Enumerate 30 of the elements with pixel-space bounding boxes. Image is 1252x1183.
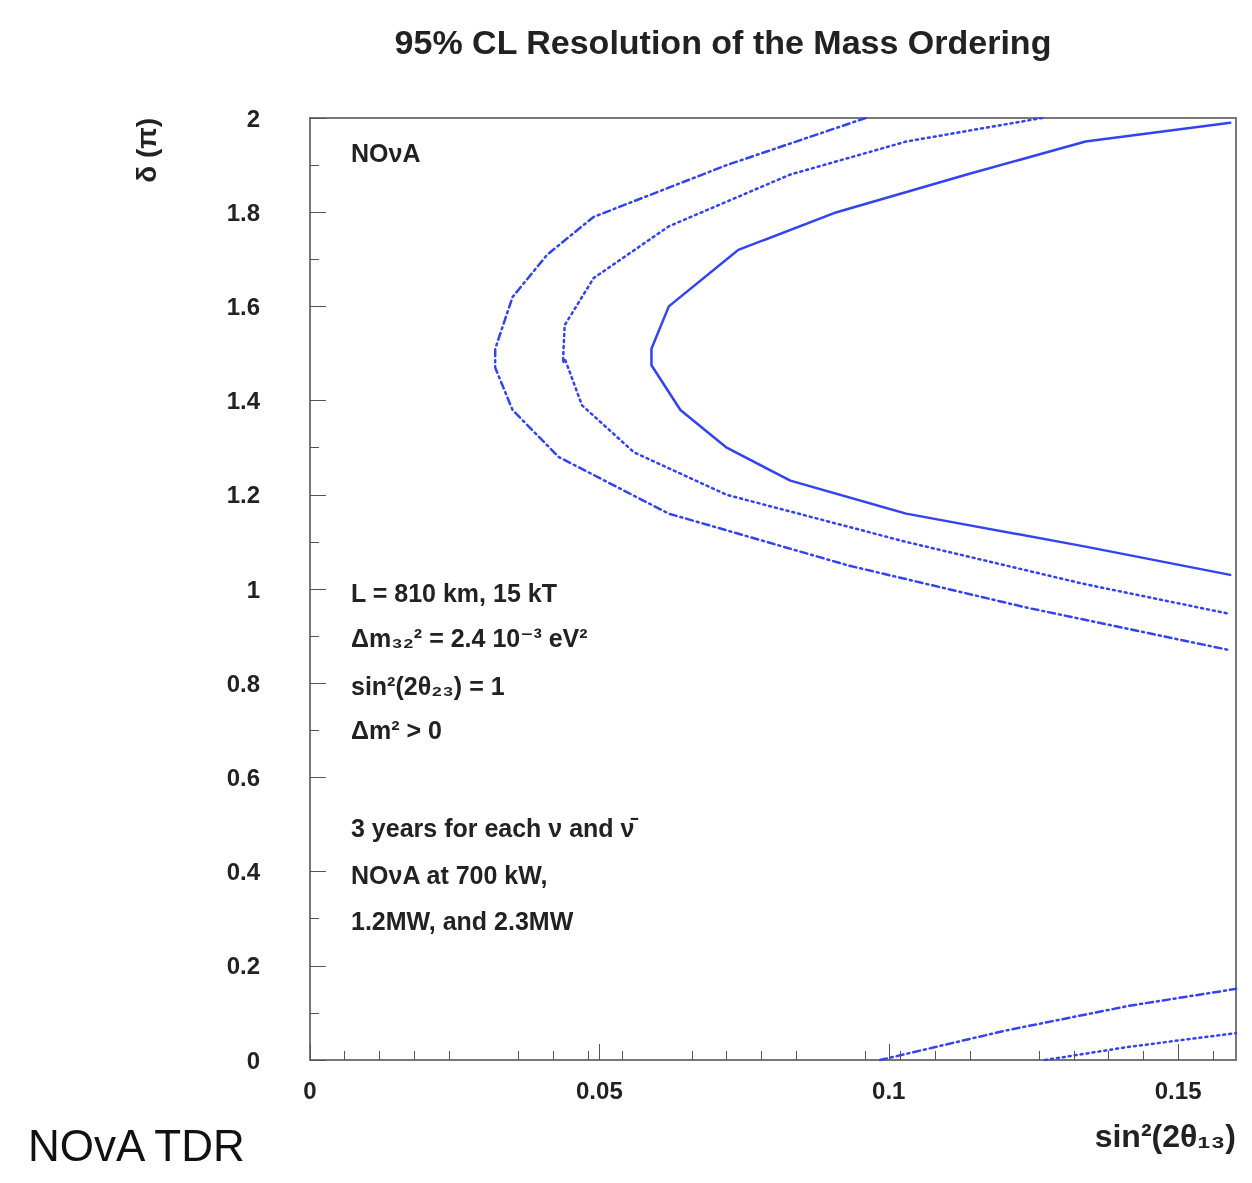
annotation: NOνA at 700 kW, <box>351 861 548 889</box>
line-series <box>493 116 1232 652</box>
y-tick-label: 0.4 <box>226 858 261 886</box>
y-tick-label: 1.6 <box>226 292 260 320</box>
y-tick-label: 2 <box>246 104 260 132</box>
annotation: sin²(2θ₂₃) = 1 <box>351 672 505 700</box>
x-tick-label: 0.15 <box>1154 1076 1202 1104</box>
annotation: 3 years for each ν and ν̄ <box>351 814 639 842</box>
x-tick-label: 0.05 <box>576 1076 623 1104</box>
x-tick-label: 0.1 <box>872 1076 906 1104</box>
annotation: Δm₃₂² = 2.4 10⁻³ eV² <box>351 624 588 652</box>
chart-title: 95% CL Resolution of the Mass Ordering <box>394 23 1052 61</box>
text: NOvA TDR <box>28 1120 245 1170</box>
annotation: L = 810 km, 15 kT <box>351 579 557 607</box>
y-tick-label: 1 <box>246 575 260 603</box>
annotation: 1.2MW, and 2.3MW <box>351 907 574 935</box>
annotation: Δm² > 0 <box>351 716 442 744</box>
annotation: NOνA <box>351 139 421 167</box>
line-series <box>878 987 1238 1062</box>
y-tick-label: 0 <box>246 1046 260 1074</box>
y-tick-label: 0.8 <box>226 669 260 697</box>
x-tick-label: 0 <box>303 1076 317 1104</box>
y-tick-label: 0.6 <box>226 763 260 791</box>
y-tick-label: 1.2 <box>226 481 260 509</box>
y-tick-label: 1.4 <box>226 387 261 415</box>
y-axis-title: δ (π) <box>130 118 162 183</box>
y-tick-label: 1.8 <box>226 198 260 226</box>
x-axis-title: sin²(2θ₁₃) <box>1094 1118 1236 1154</box>
line-series <box>650 121 1232 577</box>
y-tick-label: 0.2 <box>226 952 260 980</box>
